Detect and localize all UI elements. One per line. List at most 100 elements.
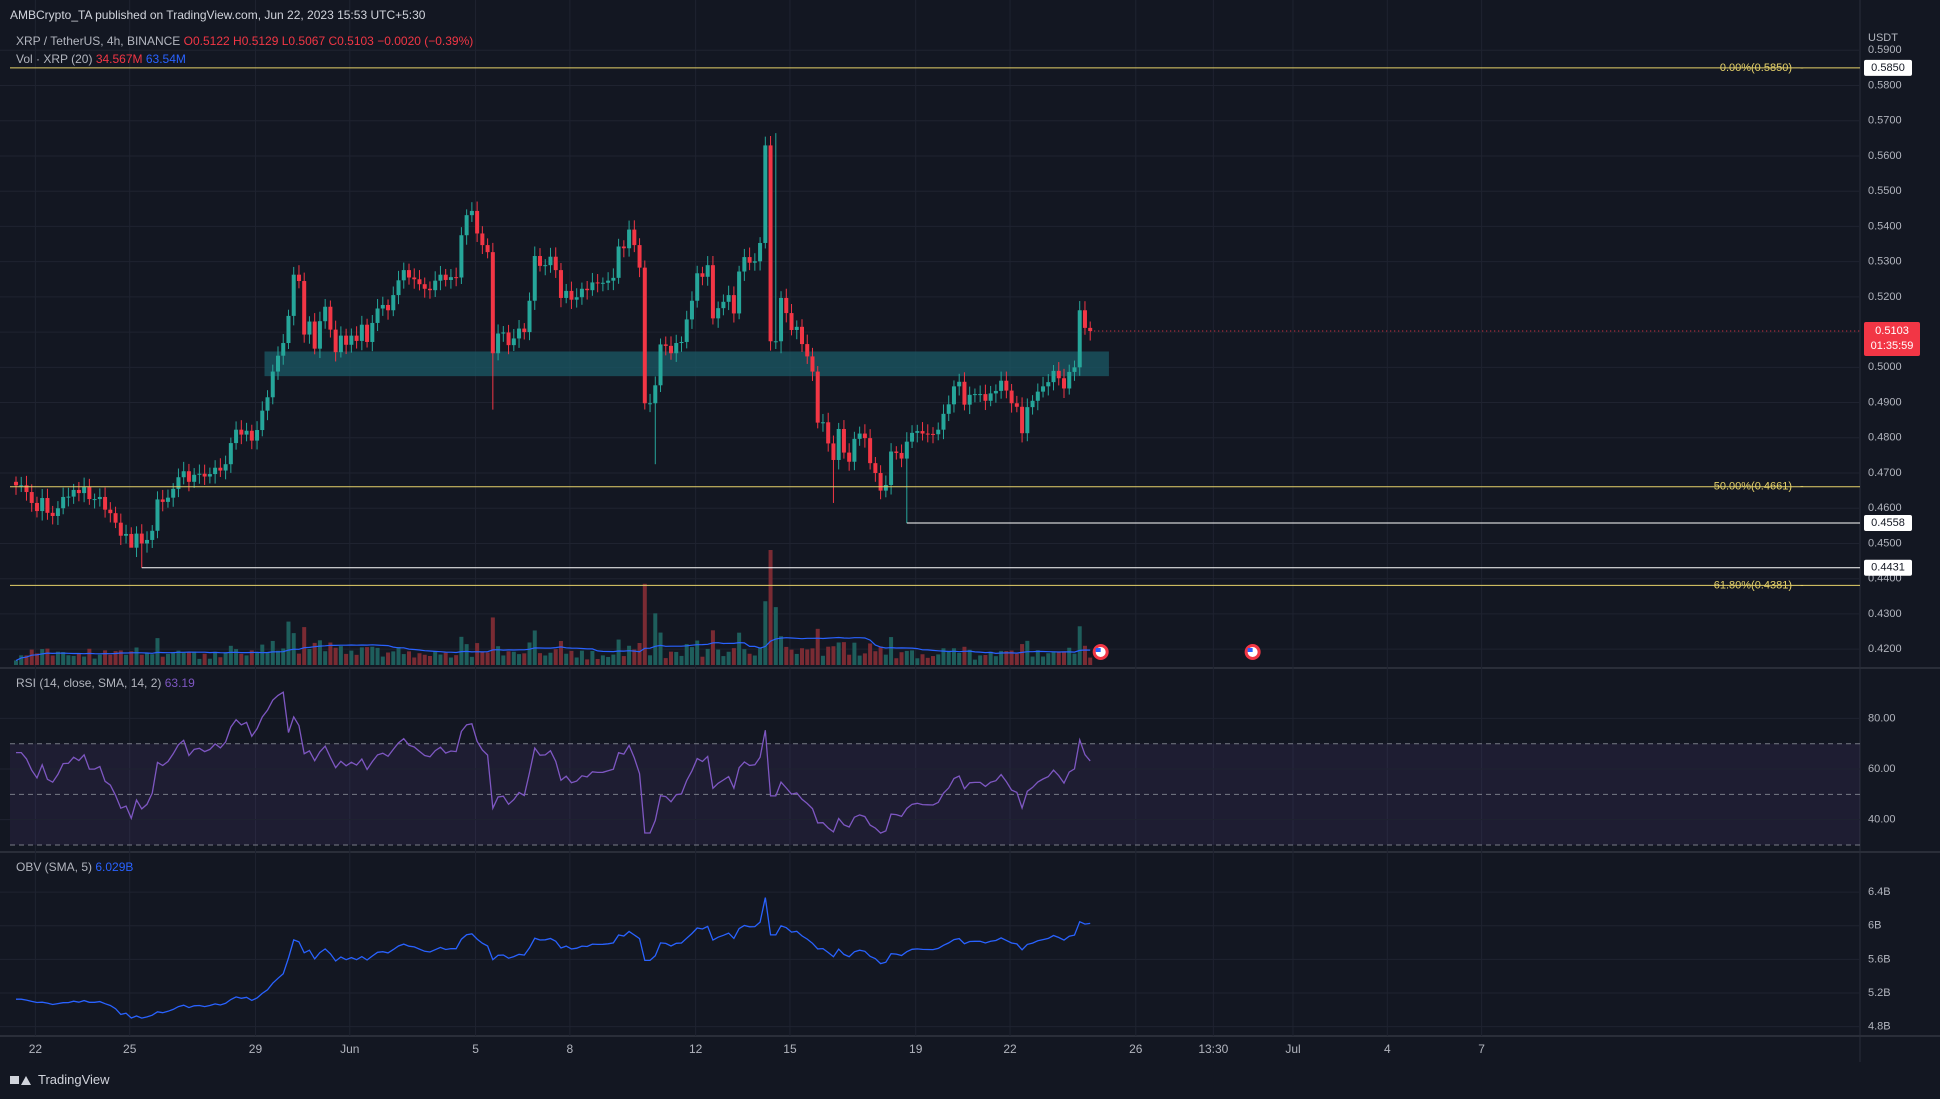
candle[interactable] (558, 270, 563, 298)
candle[interactable] (904, 441, 909, 459)
candle[interactable] (553, 256, 558, 271)
candle[interactable] (244, 430, 249, 435)
candle[interactable] (836, 428, 841, 460)
candle[interactable] (29, 492, 34, 503)
candle[interactable] (197, 473, 202, 475)
candle[interactable] (1077, 310, 1082, 368)
candle[interactable] (674, 343, 679, 354)
candle[interactable] (333, 329, 338, 353)
candle[interactable] (103, 496, 108, 510)
candle[interactable] (585, 288, 590, 291)
candle[interactable] (391, 295, 396, 311)
candle[interactable] (386, 304, 391, 311)
candle[interactable] (611, 277, 616, 281)
candle[interactable] (784, 297, 789, 314)
candle[interactable] (857, 433, 862, 439)
candle[interactable] (281, 343, 286, 356)
candle[interactable] (716, 308, 721, 319)
candle[interactable] (621, 246, 626, 249)
candle[interactable] (186, 471, 191, 482)
candle[interactable] (999, 380, 1004, 391)
candle[interactable] (522, 328, 527, 333)
candle[interactable] (700, 273, 705, 277)
candle[interactable] (496, 333, 501, 354)
candle[interactable] (87, 487, 92, 500)
candle[interactable] (396, 280, 401, 296)
candle[interactable] (490, 252, 495, 354)
candle[interactable] (517, 328, 522, 339)
candle[interactable] (265, 397, 270, 411)
candle[interactable] (270, 371, 275, 398)
volume-label[interactable]: Vol · XRP (20) (16, 52, 93, 66)
candle[interactable] (380, 304, 385, 309)
candle[interactable] (747, 257, 752, 263)
candle[interactable] (71, 489, 76, 497)
candle[interactable] (637, 245, 642, 268)
candle[interactable] (207, 474, 212, 477)
candle[interactable] (710, 265, 715, 319)
candle[interactable] (55, 508, 60, 516)
candle[interactable] (24, 485, 29, 493)
candle[interactable] (97, 496, 102, 500)
candle[interactable] (276, 355, 280, 372)
candle[interactable] (1072, 367, 1077, 372)
candle[interactable] (234, 429, 239, 444)
candle[interactable] (993, 390, 998, 394)
rsi-line[interactable] (16, 691, 1091, 834)
candle[interactable] (1004, 380, 1009, 391)
candle[interactable] (192, 474, 197, 482)
candle[interactable] (302, 281, 307, 335)
candle[interactable] (433, 280, 438, 291)
candle[interactable] (910, 432, 915, 442)
candle[interactable] (359, 324, 364, 341)
candle[interactable] (831, 443, 836, 460)
candle[interactable] (1025, 407, 1030, 434)
rsi-label[interactable]: RSI (14, close, SMA, 14, 2) (16, 676, 162, 690)
last-price-tag[interactable] (1864, 322, 1920, 357)
candle[interactable] (328, 306, 333, 330)
tradingview-brand[interactable]: TradingView (10, 1072, 110, 1087)
candle[interactable] (915, 431, 920, 433)
candle[interactable] (752, 261, 757, 263)
candle[interactable] (312, 321, 317, 349)
candle[interactable] (946, 404, 951, 414)
candle[interactable] (61, 496, 66, 509)
candle[interactable] (627, 229, 632, 249)
candle[interactable] (768, 145, 773, 342)
candle[interactable] (82, 487, 87, 494)
candle[interactable] (569, 290, 574, 300)
candle[interactable] (658, 344, 663, 386)
candle[interactable] (134, 533, 139, 548)
candle[interactable] (841, 428, 846, 453)
candle[interactable] (962, 381, 967, 405)
candle[interactable] (815, 371, 820, 423)
candle[interactable] (307, 321, 312, 335)
candle[interactable] (124, 533, 129, 536)
candle[interactable] (129, 533, 134, 548)
candle[interactable] (1030, 400, 1035, 408)
candle[interactable] (826, 422, 831, 444)
candle[interactable] (800, 326, 804, 345)
candle[interactable] (574, 297, 579, 300)
candle[interactable] (847, 452, 852, 462)
candle[interactable] (983, 394, 988, 401)
candle[interactable] (663, 344, 668, 346)
candle[interactable] (564, 290, 569, 298)
candle[interactable] (407, 270, 411, 278)
candle[interactable] (951, 386, 956, 405)
candle[interactable] (789, 313, 794, 330)
candle[interactable] (370, 322, 375, 342)
candle[interactable] (527, 300, 532, 333)
candle[interactable] (19, 485, 24, 487)
candle[interactable] (616, 246, 621, 278)
candle[interactable] (1041, 386, 1046, 392)
candle[interactable] (412, 277, 417, 280)
candle[interactable] (721, 301, 726, 309)
candle[interactable] (773, 341, 778, 343)
candle[interactable] (223, 464, 228, 471)
candle[interactable] (731, 295, 736, 314)
candle[interactable] (176, 477, 181, 489)
candle[interactable] (443, 274, 448, 280)
candle[interactable] (852, 438, 857, 462)
